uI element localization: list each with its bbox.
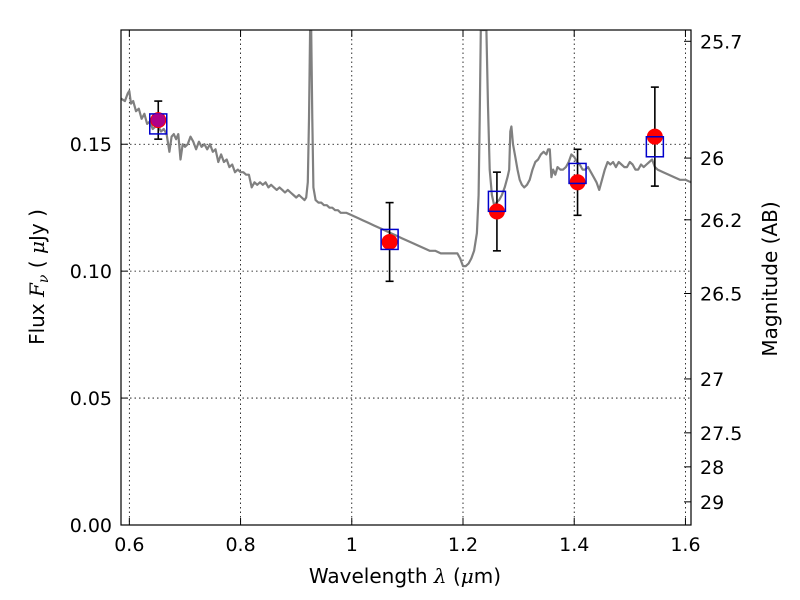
y-tick-label: 0.15: [70, 134, 112, 156]
y-tick-label: 0.10: [70, 261, 112, 283]
mag-tick-label: 25.7: [700, 31, 742, 53]
observed-flux-point: [381, 233, 398, 250]
axis-ticks: [121, 30, 691, 526]
x-tick-label: 1.2: [448, 534, 478, 556]
model-photometry-box: [568, 162, 587, 185]
plot-frame: [120, 29, 692, 526]
x-tick-label: 1: [346, 534, 358, 556]
mag-tick-label: 26.5: [700, 283, 742, 305]
y-tick-label: 0.05: [70, 388, 112, 410]
y2-axis-title: Magnitude (AB): [758, 201, 782, 356]
observed-flux-point: [569, 174, 586, 191]
model-photometry-box: [487, 190, 507, 213]
plot-area: [121, 30, 691, 283]
y-axis-title: Flux Fν ( μJy ): [25, 209, 52, 345]
overlap-point: [151, 113, 166, 128]
mag-tick-label: 26.2: [700, 210, 742, 232]
tick-labels: 0.6 0.8 1 1.2 1.4 1.6 0.00 0.05 0.10 0.15 25.7 26 26…: [70, 31, 743, 556]
mag-tick-label: 29: [700, 492, 724, 514]
mag-tick-label: 27.5: [700, 423, 742, 445]
x-tick-label: 0.6: [114, 534, 144, 556]
mag-tick-label: 28: [700, 457, 724, 479]
x-tick-label: 0.8: [225, 534, 255, 556]
x-tick-label: 1.4: [559, 534, 589, 556]
mag-tick-label: 26: [700, 148, 724, 170]
y-tick-label: 0.00: [70, 515, 112, 537]
plot-content: [121, 30, 691, 283]
model-photometry-box: [380, 228, 399, 251]
x-axis-title: Wavelength λ (μm): [309, 564, 501, 588]
x-tick-label: 1.6: [670, 534, 700, 556]
model-photometry-box: [645, 136, 665, 158]
mag-tick-label: 27: [700, 369, 724, 391]
